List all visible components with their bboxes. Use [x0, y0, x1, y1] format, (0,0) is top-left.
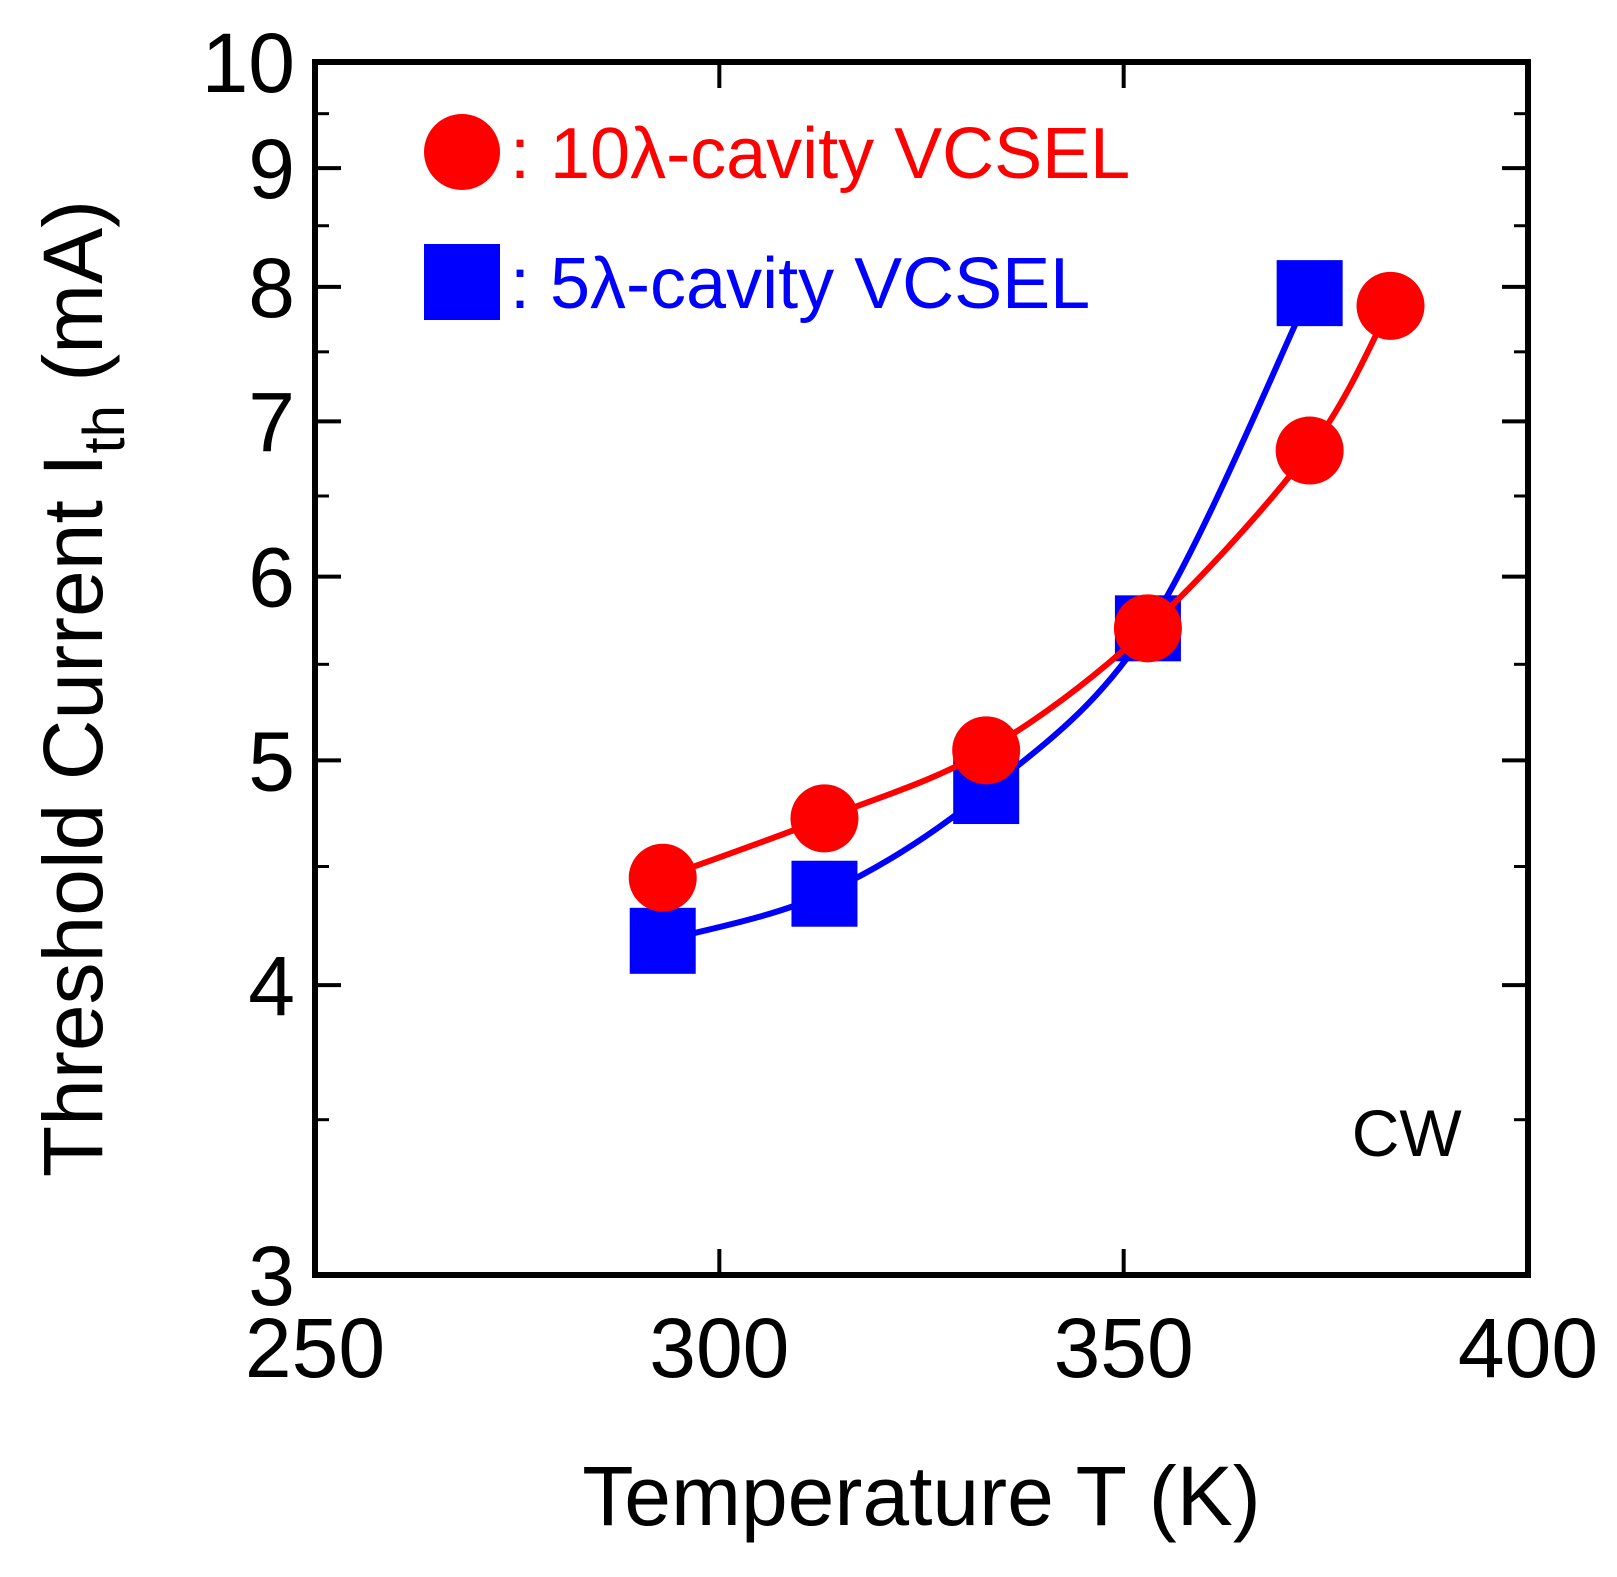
x-tick-label: 300 [649, 1301, 789, 1395]
x-axis: 250 300 350 400 [245, 62, 1598, 1395]
y-tick-label: 5 [248, 714, 295, 808]
y-tick-label: 4 [248, 939, 295, 1033]
y-axis-title-main: Threshold Current I [26, 454, 120, 1178]
y-axis-title-subscript: th [72, 405, 137, 453]
y-axis-title: Threshold Current Ith (mA) [26, 200, 137, 1177]
data-point-square [1276, 260, 1343, 327]
x-tick-label: 400 [1458, 1301, 1598, 1395]
data-point-circle [628, 843, 697, 912]
data-point-square [629, 907, 696, 974]
legend-label: : 5λ-cavity VCSEL [510, 244, 1090, 324]
data-point-circle [952, 716, 1021, 785]
plot-area [312, 59, 1531, 1278]
data-point-circle [1113, 594, 1182, 663]
y-tick-label: 9 [248, 122, 295, 216]
data-point-square [791, 860, 858, 927]
y-axis-title-unit: (mA) [26, 200, 120, 405]
data-point-circle [790, 784, 859, 853]
legend-label: : 10λ-cavity VCSEL [510, 114, 1130, 194]
data-point-circle [1275, 416, 1344, 485]
legend-marker-circle [424, 114, 500, 190]
legend: : 10λ-cavity VCSEL : 5λ-cavity VCSEL [424, 114, 1130, 324]
y-axis: 3 4 5 6 7 8 9 10 [202, 16, 1528, 1323]
legend-marker-square [424, 244, 500, 320]
y-tick-label: 8 [248, 241, 295, 335]
x-axis-title: Temperature T (K) [582, 1449, 1260, 1543]
series-layer [628, 260, 1425, 974]
cw-annotation: CW [1352, 1096, 1463, 1170]
x-tick-label: 350 [1054, 1301, 1194, 1395]
x-tick-label: 250 [245, 1301, 385, 1395]
y-tick-label: 6 [248, 531, 295, 625]
y-tick-label: 7 [248, 375, 295, 469]
plot-frame [312, 59, 1531, 1278]
y-tick-label: 10 [202, 16, 295, 110]
series-line-circle [661, 304, 1394, 881]
y-tick-label: 3 [248, 1229, 295, 1323]
data-point-circle [1356, 271, 1425, 340]
